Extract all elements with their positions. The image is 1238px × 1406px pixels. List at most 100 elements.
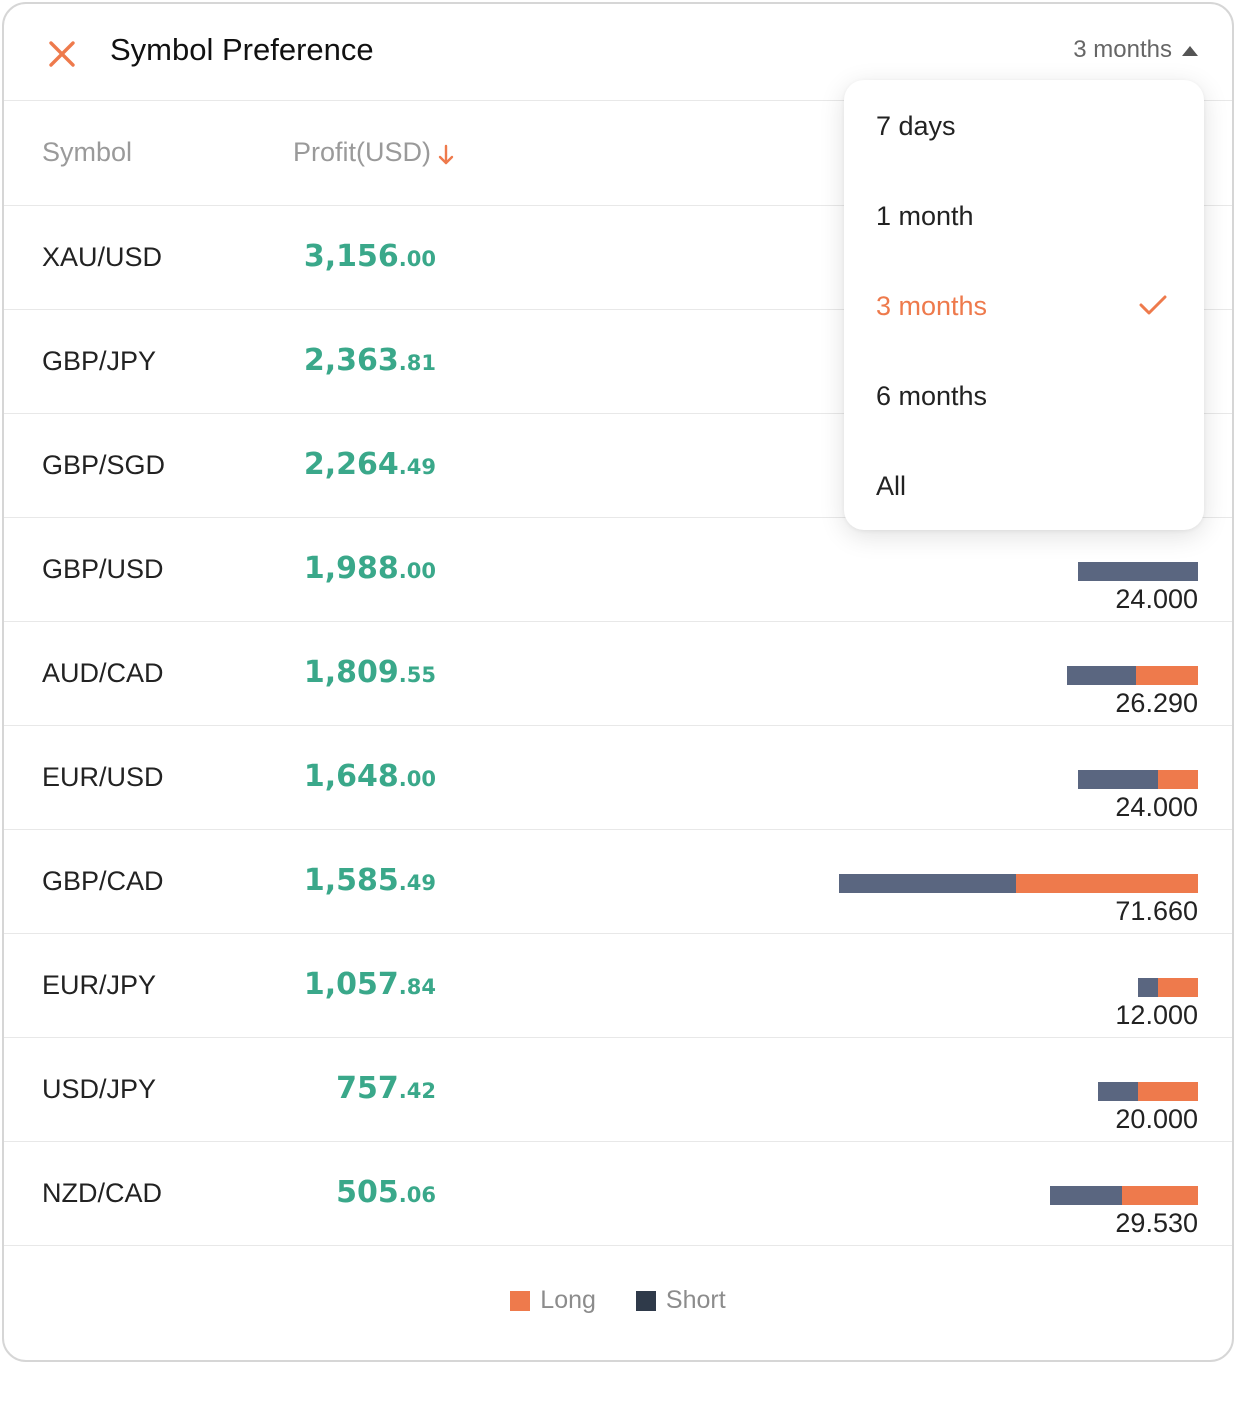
legend: Long Short (4, 1286, 1232, 1315)
close-icon[interactable] (42, 34, 82, 74)
table-row[interactable]: XAU/USD 3,156.00 (4, 206, 1232, 310)
row-profit-decimal: .84 (398, 975, 436, 999)
legend-item-short: Short (635, 1286, 726, 1315)
legend-item-long: Long (510, 1286, 596, 1315)
row-symbol: AUD/CAD (42, 658, 164, 688)
period-selector-label: 3 months (1073, 36, 1172, 63)
period-option-1-month[interactable]: 1 month (876, 201, 974, 231)
volume-bar-long (1136, 666, 1198, 685)
table-row[interactable]: GBP/USD 1,988.00 24.000 (4, 518, 1232, 622)
period-option-all[interactable]: All (876, 471, 907, 501)
period-option-6-months[interactable]: 6 months (876, 381, 988, 411)
volume-bar (839, 874, 1198, 893)
volume-bar-long (1158, 978, 1198, 997)
row-symbol: XAU/USD (42, 242, 163, 272)
row-profit: 1,809.55 (304, 655, 436, 690)
row-symbol: GBP/SGD (42, 450, 166, 480)
period-option-3-months[interactable]: 3 months (876, 291, 988, 321)
volume-bar-long (1138, 1082, 1198, 1101)
volume-bar (1078, 770, 1198, 789)
period-dropdown-menu: 7 days 1 month 3 months 6 months All (844, 80, 1204, 530)
row-symbol: USD/JPY (42, 1074, 157, 1104)
row-profit: 1,057.84 (304, 967, 436, 1002)
row-profit-integer: 1,648 (303, 759, 399, 794)
caret-up-icon (1182, 46, 1198, 56)
page-title: Symbol Preference (110, 32, 374, 67)
row-profit: 1,585.49 (304, 863, 436, 898)
checkmark-icon (1139, 295, 1167, 315)
period-selector[interactable]: 3 months (1073, 36, 1198, 64)
volume-bar-long (1158, 770, 1198, 789)
row-symbol: GBP/CAD (42, 866, 164, 896)
volume-bar (1078, 562, 1198, 581)
row-profit: 757.42 (336, 1071, 436, 1106)
row-profit-integer: 1,057 (303, 967, 399, 1002)
row-profit: 3,156.00 (304, 239, 436, 274)
row-profit-decimal: .06 (398, 1183, 436, 1207)
period-option-7-days[interactable]: 7 days (876, 111, 956, 141)
row-volume: 26.290 (1115, 688, 1198, 718)
row-profit-decimal: .55 (398, 663, 436, 687)
volume-bar-long (1016, 874, 1198, 893)
row-symbol: GBP/USD (42, 554, 164, 584)
volume-bar-long (1122, 1186, 1198, 1205)
volume-bar-short (1098, 1082, 1138, 1101)
table-row[interactable]: GBP/SGD 2,264.49 (4, 414, 1232, 518)
row-profit-integer: 1,809 (303, 655, 399, 690)
row-profit: 2,363.81 (304, 343, 436, 378)
volume-bar-short (1078, 770, 1158, 789)
table-row[interactable]: GBP/JPY 2,363.81 (4, 310, 1232, 414)
row-profit-decimal: .00 (398, 247, 436, 271)
volume-bar-short (1078, 562, 1198, 581)
row-profit: 2,264.49 (304, 447, 436, 482)
row-volume: 71.660 (1115, 896, 1198, 926)
column-header-profit-label: Profit(USD) (293, 137, 432, 167)
table-row[interactable]: GBP/CAD 1,585.49 71.660 (4, 830, 1232, 934)
row-profit: 505.06 (336, 1175, 436, 1210)
row-profit-decimal: .49 (398, 455, 436, 479)
volume-bar (1067, 666, 1198, 685)
symbol-table: XAU/USD 3,156.00 GBP/JPY 2,363.81 GBP/SGD 2,2… (4, 206, 1232, 1246)
row-profit-integer: 3,156 (303, 239, 399, 274)
row-profit-integer: 2,363 (303, 343, 399, 378)
volume-bar-short (1138, 978, 1158, 997)
sort-descending-icon (438, 144, 454, 164)
row-profit-decimal: .00 (398, 767, 436, 791)
row-profit-integer: 505 (336, 1175, 399, 1210)
row-volume: 29.530 (1115, 1208, 1198, 1238)
row-volume: 24.000 (1115, 792, 1198, 822)
row-profit: 1,988.00 (304, 551, 436, 586)
volume-bar-short (1050, 1186, 1122, 1205)
row-profit-integer: 757 (336, 1071, 399, 1106)
row-symbol: EUR/JPY (42, 970, 157, 1000)
row-profit-integer: 2,264 (303, 447, 399, 482)
table-row[interactable]: EUR/JPY 1,057.84 12.000 (4, 934, 1232, 1038)
table-row[interactable]: USD/JPY 757.42 20.000 (4, 1038, 1232, 1142)
legend-swatch-long (510, 1290, 531, 1311)
row-profit-decimal: .00 (398, 559, 436, 583)
volume-bar (1138, 978, 1198, 997)
table-header: Symbol Profit(USD) (4, 101, 1232, 206)
legend-swatch-short (635, 1290, 656, 1311)
legend-label-short: Short (665, 1286, 726, 1314)
volume-bar-short (839, 874, 1016, 893)
legend-label-long: Long (540, 1286, 596, 1314)
symbol-preference-panel: Symbol Preference 3 months Symbol Profit… (2, 2, 1234, 1362)
row-profit-decimal: .49 (398, 871, 436, 895)
column-header-profit[interactable]: Profit(USD) (293, 137, 455, 168)
volume-bar (1050, 1186, 1198, 1205)
row-profit-integer: 1,988 (303, 551, 399, 586)
table-row[interactable]: NZD/CAD 505.06 29.530 (4, 1142, 1232, 1246)
row-volume: 24.000 (1115, 584, 1198, 614)
row-profit-decimal: .81 (398, 351, 436, 375)
column-header-symbol: Symbol (42, 137, 133, 167)
table-row[interactable]: AUD/CAD 1,809.55 26.290 (4, 622, 1232, 726)
volume-bar (1098, 1082, 1198, 1101)
row-profit: 1,648.00 (304, 759, 436, 794)
row-profit-integer: 1,585 (303, 863, 399, 898)
panel-header: Symbol Preference 3 months (4, 4, 1232, 101)
volume-bar-short (1067, 666, 1136, 685)
row-profit-decimal: .42 (398, 1079, 436, 1103)
row-symbol: EUR/USD (42, 762, 164, 792)
table-row[interactable]: EUR/USD 1,648.00 24.000 (4, 726, 1232, 830)
